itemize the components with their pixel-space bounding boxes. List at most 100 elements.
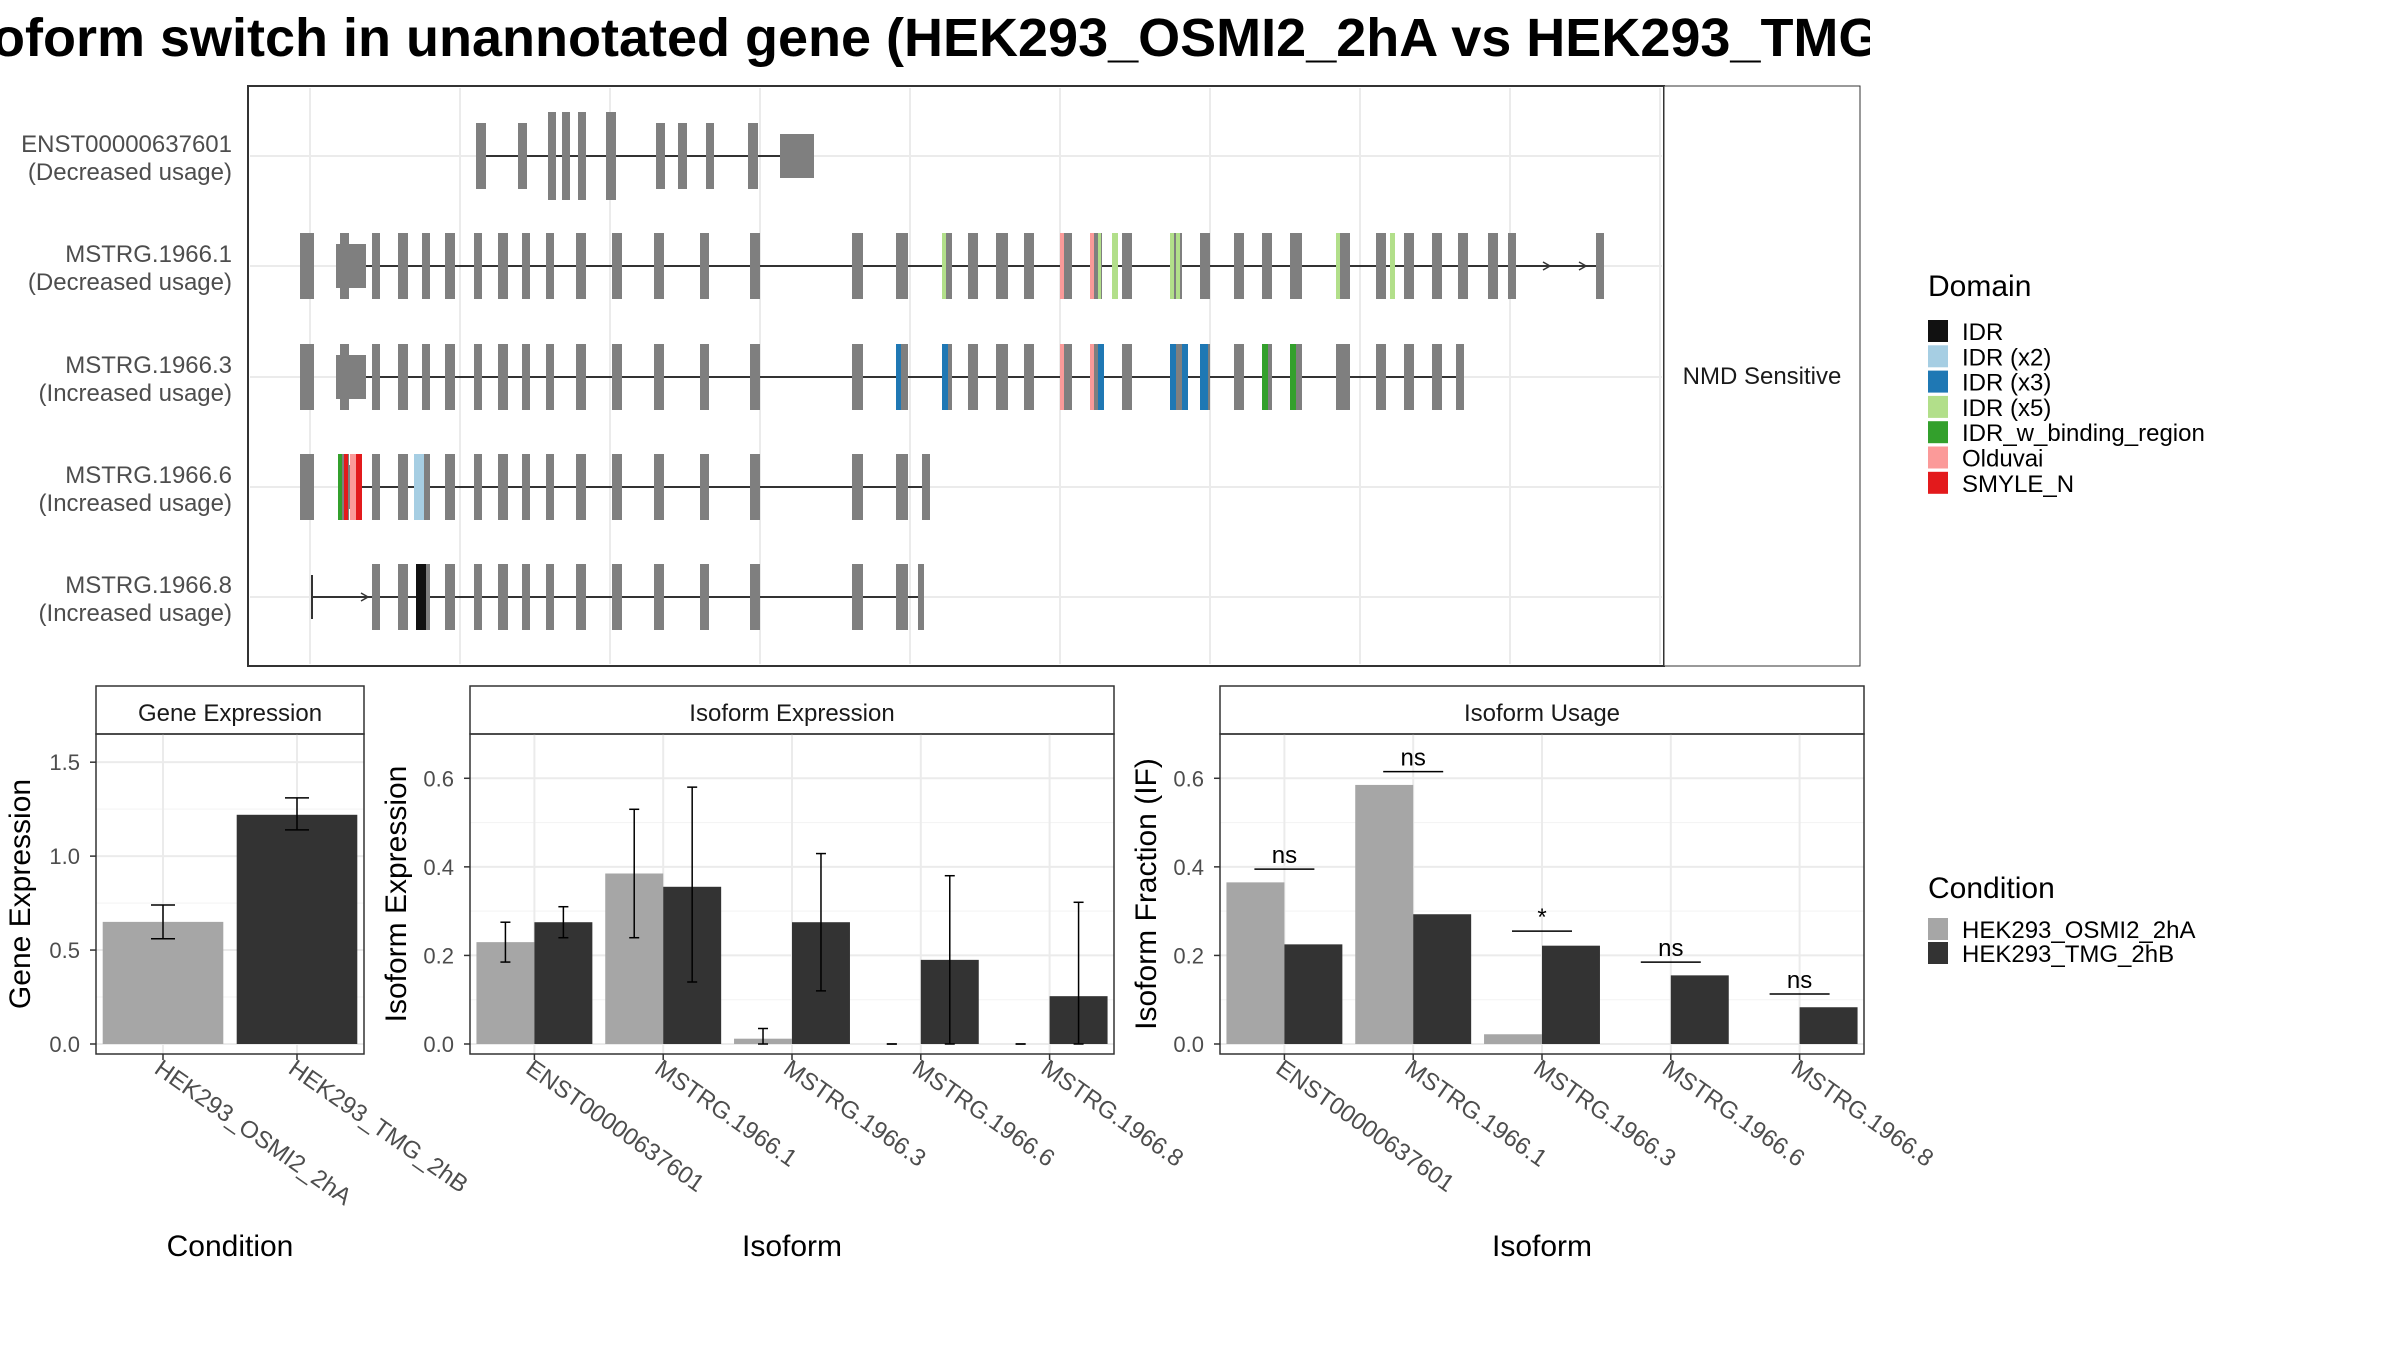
- domain-segment: [1098, 233, 1101, 299]
- exon: [896, 454, 908, 520]
- isoform-usage-label: (Decreased usage): [28, 159, 232, 186]
- exon: [372, 233, 380, 299]
- exon: [372, 564, 380, 630]
- x-axis-title: Isoform: [1492, 1230, 1592, 1263]
- y-tick-label: 0.0: [49, 1032, 80, 1057]
- y-tick-labels: 0.0 0.2 0.4 0.6: [423, 766, 470, 1057]
- domain-legend-label: IDR (x2): [1962, 344, 2051, 371]
- condition-swatch-a: [1928, 918, 1948, 940]
- exon: [942, 233, 952, 299]
- isoform-track-2: [300, 233, 1604, 299]
- bar-marks: [102, 814, 358, 1044]
- strand-arrow: [1578, 261, 1588, 271]
- exon: [522, 233, 530, 299]
- domain-segment: [1262, 344, 1268, 410]
- domain-segment: [416, 564, 426, 630]
- domain-segment: [344, 454, 348, 520]
- exon: [1024, 344, 1034, 410]
- exon: [1234, 344, 1244, 410]
- domain-segment: [896, 344, 901, 410]
- exon: [422, 344, 430, 410]
- y-tick-label: 0.6: [423, 766, 454, 791]
- y-axis-title: Isoform Expression: [380, 766, 413, 1023]
- exon: [678, 123, 687, 189]
- exon: [445, 344, 455, 410]
- bar-marks: [1226, 784, 1858, 1044]
- exon: [546, 233, 554, 299]
- y-tick-labels: 0.0 0.5 1.0 1.5: [49, 750, 96, 1057]
- strand-arrow: [360, 592, 370, 602]
- exon: [1290, 233, 1302, 299]
- exon: [474, 344, 482, 410]
- exon: [476, 123, 486, 189]
- bar: [1226, 882, 1285, 1044]
- y-tick-labels: 0.0 0.2 0.4 0.6: [1173, 766, 1220, 1057]
- exon: [562, 112, 570, 200]
- panel-gene-expression: Gene Expression0.00.51.01.5HEK293_OSMI2_…: [4, 685, 473, 1263]
- panel-strip-title: Gene Expression: [138, 700, 322, 727]
- bar: [534, 922, 593, 1044]
- exon: [700, 564, 709, 630]
- domain-segment: [1336, 233, 1340, 299]
- figure-title: oform switch in unannotated gene (HEK293…: [0, 8, 1880, 68]
- y-tick-label: 0.5: [49, 938, 80, 963]
- y-axis-title: Gene Expression: [4, 779, 37, 1009]
- exon: [1432, 233, 1442, 299]
- exon: [750, 564, 760, 630]
- significance-label: *: [1537, 904, 1546, 931]
- significance-label: ns: [1787, 967, 1812, 994]
- exon: [656, 123, 665, 189]
- panel-strip-title: Isoform Expression: [689, 700, 894, 727]
- isoform-id-label: MSTRG.1966.3: [65, 352, 232, 379]
- isoform-id-label: MSTRG.1966.1: [65, 241, 232, 268]
- significance-label: ns: [1658, 935, 1683, 962]
- exon: [474, 233, 482, 299]
- exon: [546, 344, 554, 410]
- domain-legend-label: Olduvai: [1962, 446, 2043, 473]
- strand-arrow: [1542, 261, 1552, 271]
- panel-border: [95, 733, 365, 1055]
- exon: [1508, 233, 1516, 299]
- exon: [1262, 233, 1272, 299]
- exon: [546, 454, 554, 520]
- exon: [654, 344, 664, 410]
- exon: [422, 454, 430, 520]
- exon: [1376, 344, 1386, 410]
- y-tick-label: 1.0: [49, 844, 80, 869]
- isoform-id-label: MSTRG.1966.6: [65, 462, 232, 489]
- significance-annotations: ns ns * ns ns: [1254, 745, 1830, 995]
- exon: [1376, 233, 1386, 299]
- y-axis-title: Isoform Fraction (IF): [1130, 758, 1163, 1030]
- bar: [102, 921, 224, 1044]
- condition-swatch-b: [1928, 942, 1948, 964]
- y-tick-label: 0.2: [423, 943, 454, 968]
- exon: [612, 344, 622, 410]
- bar: [1799, 1007, 1858, 1044]
- y-tick-label: 0.2: [1173, 943, 1204, 968]
- panel-strip: [1219, 685, 1865, 735]
- domain-legend-title: Domain: [1928, 270, 2031, 303]
- y-tick-label: 0.0: [423, 1032, 454, 1057]
- domain-legend-label: SMYLE_N: [1962, 471, 2074, 498]
- domain-segment: [350, 454, 356, 520]
- exon: [578, 112, 586, 200]
- exon: [398, 454, 408, 520]
- exon: [780, 134, 814, 178]
- exon: [700, 454, 709, 520]
- title-clip-mask: [1870, 0, 2400, 80]
- domain-legend-swatch: [1928, 471, 1948, 494]
- exon: [918, 564, 924, 630]
- isoform-track-1: [476, 112, 814, 200]
- exon: [300, 344, 314, 410]
- exon: [1458, 233, 1468, 299]
- isoform-usage-label: (Increased usage): [39, 380, 232, 407]
- domain-legend-swatch: [1928, 446, 1948, 469]
- domain-segment: [1112, 233, 1118, 299]
- exon: [606, 112, 616, 200]
- exon: [968, 344, 978, 410]
- exon: [852, 344, 863, 410]
- domain-segment: [338, 454, 342, 520]
- exon: [1596, 233, 1604, 299]
